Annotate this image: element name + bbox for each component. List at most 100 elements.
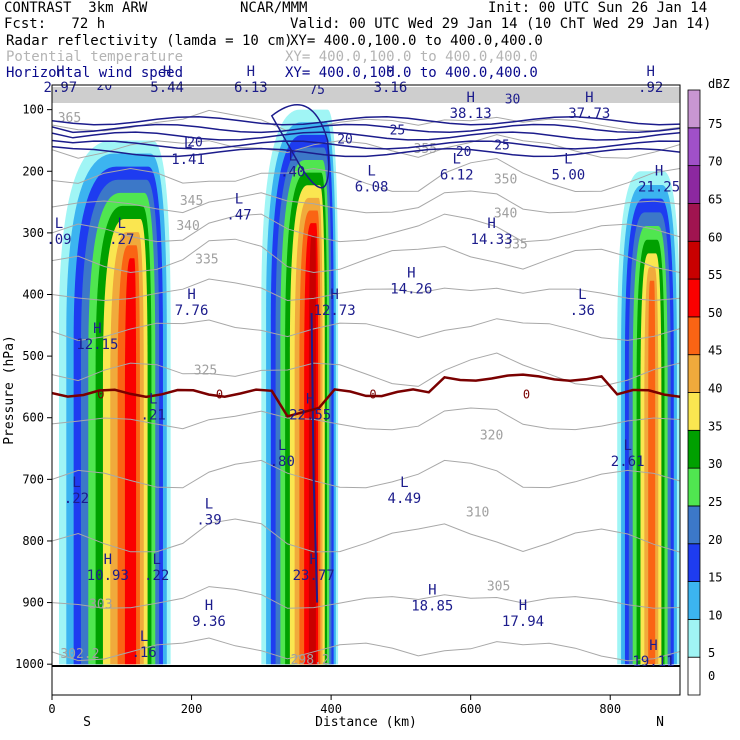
colorbar-swatch — [687, 467, 701, 507]
jet-core-contour — [270, 104, 330, 189]
extremum-value: 21.25 — [638, 180, 680, 196]
theta-contour-line — [52, 352, 680, 387]
extremum-high-marker: H — [56, 64, 64, 80]
extremum-low-marker: L — [55, 216, 63, 232]
colorbar-swatch — [687, 240, 701, 280]
theta-contour-line — [52, 213, 680, 243]
zero-isotherm-label: 0 — [369, 387, 376, 401]
extremum-high-marker: H — [519, 598, 527, 614]
y-tick-label: 800 — [22, 534, 44, 548]
reflectivity-col0-50dbz — [124, 258, 137, 665]
theta-contour-line — [52, 459, 680, 489]
extremum-value: .22 — [64, 491, 89, 507]
extremum-low-marker: L — [152, 552, 160, 568]
colorbar-swatch — [687, 392, 701, 431]
x-tick-label: 0 — [48, 702, 55, 716]
y-tick-label: 1000 — [15, 657, 44, 671]
extremum-low-marker: L — [140, 629, 148, 645]
extremum-low-marker: L — [564, 151, 572, 167]
theta-contour-line — [52, 637, 680, 662]
theta-label: 303 — [89, 598, 112, 613]
x-axis-title: Distance (km) — [315, 715, 417, 730]
extremum-high-marker: H — [649, 638, 657, 654]
header-valid: Valid: 00 UTC Wed 29 Jan 14 (10 ChT Wed … — [290, 16, 712, 32]
extremum-value: .22 — [144, 568, 169, 584]
extremum-low-marker: L — [72, 475, 80, 491]
extremum-value: 14.33 — [471, 232, 513, 248]
wind-label: 20 — [97, 79, 113, 94]
extremum-value: 2.97 — [44, 80, 78, 96]
y-tick-label: 900 — [22, 596, 44, 610]
extremum-value: 2.61 — [611, 454, 645, 470]
extremum-value: 18.85 — [411, 599, 453, 615]
extremum-value: 1.41 — [171, 152, 205, 168]
colorbar-swatch — [687, 316, 701, 356]
colorbar-level-label: 45 — [708, 344, 722, 358]
wind-contour-line — [52, 116, 680, 126]
extremum-high-marker: H — [655, 164, 663, 180]
extremum-low-marker: L — [235, 191, 243, 207]
extremum-value: 7.76 — [175, 303, 209, 319]
extremum-value: .92 — [638, 80, 663, 96]
extremum-high-marker: H — [306, 392, 314, 408]
extremum-low-marker: L — [400, 475, 408, 491]
colorbar-level-label: 75 — [708, 117, 722, 131]
wind-contour-line — [52, 145, 680, 158]
extremum-value: .27 — [109, 232, 134, 248]
extremum-value: .21 — [141, 408, 166, 424]
extremum-value: .09 — [46, 232, 71, 248]
extremum-low-marker: L — [578, 287, 586, 303]
colorbar-level-label: 40 — [708, 382, 722, 396]
wind-label: 25 — [494, 139, 510, 154]
extremum-low-marker: L — [184, 136, 192, 152]
colorbar-level-label: 60 — [708, 230, 722, 244]
theta-label: 345 — [180, 194, 203, 209]
reflectivity-col2-45dbz — [648, 280, 656, 665]
header-fcst: Fcst: 72 h — [4, 16, 106, 32]
theta-label: 302.2 — [60, 647, 99, 662]
theta-contour-line — [52, 157, 680, 193]
colorbar-swatch — [687, 89, 701, 129]
extremum-low-marker: L — [623, 438, 631, 454]
theta-contour-line — [52, 518, 680, 553]
colorbar-level-label: 70 — [708, 155, 722, 169]
theta-contour-line — [52, 407, 680, 431]
colorbar-level-label: 35 — [708, 419, 722, 433]
theta-contour-line — [52, 238, 680, 274]
extremum-low-marker: L — [289, 148, 297, 164]
colorbar-swatch — [687, 354, 701, 393]
south-label: S — [83, 715, 91, 730]
extremum-value: 17.94 — [502, 614, 544, 630]
extremum-high-marker: H — [104, 552, 112, 568]
colorbar-level-label: 20 — [708, 533, 722, 547]
x-tick-label: 800 — [599, 702, 621, 716]
theta-label: 320 — [480, 428, 503, 443]
extremum-value: 4.49 — [388, 491, 422, 507]
theta-label: 325 — [194, 364, 217, 379]
y-tick-label: 100 — [22, 103, 44, 117]
extremum-high-marker: H — [163, 64, 171, 80]
extremum-value: .36 — [570, 303, 595, 319]
theta-label: 335 — [195, 253, 218, 268]
field-theta: Potential temperature — [6, 49, 184, 65]
colorbar-level-label: 55 — [708, 268, 722, 282]
theta-label: 350 — [494, 173, 517, 188]
extremum-value: 3.16 — [374, 80, 408, 96]
x-tick-label: 400 — [320, 702, 342, 716]
wind-contour-line — [52, 139, 680, 150]
colorbar-level-label: 5 — [708, 646, 715, 660]
extremum-low-marker: L — [205, 496, 213, 512]
colorbar-swatch — [687, 278, 701, 318]
extremum-value: 19.11 — [632, 654, 674, 670]
updraft-wind-contour — [310, 312, 319, 603]
extremum-high-marker: H — [247, 64, 255, 80]
theta-label: 335 — [504, 237, 527, 252]
extremum-value: 22.55 — [289, 408, 331, 424]
extremum-value: 12.15 — [76, 337, 118, 353]
extremum-value: 9.36 — [192, 614, 226, 630]
header-project: CONTRAST 3km ARW — [4, 0, 148, 16]
y-tick-label: 400 — [22, 287, 44, 301]
colorbar-level-label: 15 — [708, 571, 722, 585]
colorbar-swatch — [687, 656, 701, 696]
extremum-value: 23.77 — [293, 568, 335, 584]
